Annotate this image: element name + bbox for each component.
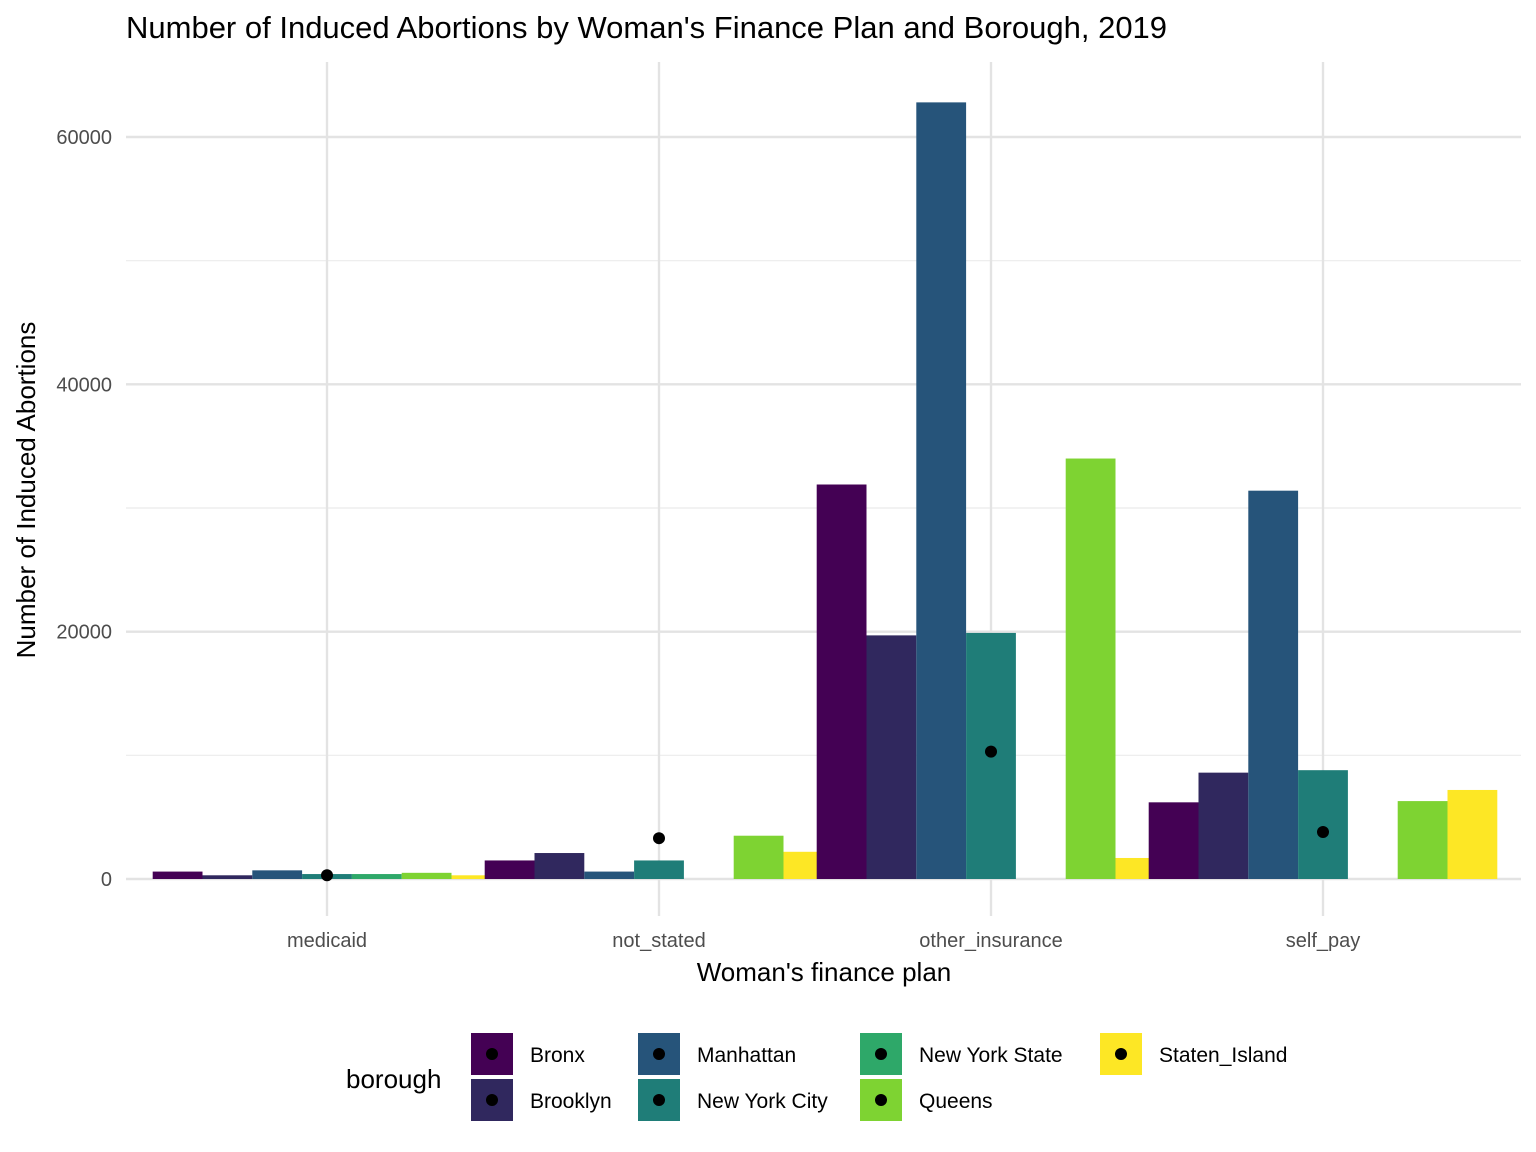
y-tick-label: 0 [101, 869, 112, 891]
bar-other_insurance-queens [1065, 458, 1116, 879]
bar-not_stated-manhattan [584, 871, 635, 879]
legend-point-manhattan [653, 1048, 665, 1060]
legend-point-bronx [486, 1048, 498, 1060]
y-axis-title: Number of Induced Abortions [11, 322, 41, 659]
bar-self_pay-staten-island [1447, 789, 1498, 879]
legend-label-manhattan: Manhattan [697, 1044, 796, 1067]
bar-not_stated-new-york-city [634, 860, 684, 879]
chart-title: Number of Induced Abortions by Woman's F… [126, 10, 1168, 45]
y-tick-label: 60000 [56, 127, 112, 149]
bars [152, 102, 1498, 879]
y-tick-label: 40000 [56, 374, 112, 396]
point-medicaid [321, 869, 333, 882]
bar-medicaid-staten-island [451, 875, 502, 879]
legend-label-brooklyn: Brooklyn [530, 1090, 612, 1113]
legend-label-new-york-state: New York State [919, 1044, 1063, 1067]
bar-other_insurance-bronx [816, 484, 867, 879]
x-axis-title: Woman's finance plan [697, 957, 952, 987]
bar-not_stated-queens [733, 835, 784, 879]
bar-self_pay-brooklyn [1198, 772, 1249, 879]
legend-title: borough [346, 1064, 441, 1094]
bar-not_stated-bronx [484, 860, 535, 879]
x-tick-label: medicaid [287, 930, 367, 952]
legend-point-new-york-city [653, 1094, 665, 1106]
legend-point-queens [875, 1094, 887, 1106]
x-tick-label: self_pay [1286, 930, 1361, 952]
legend-point-brooklyn [486, 1094, 498, 1106]
x-tick-label: not_stated [612, 930, 705, 952]
bar-self_pay-bronx [1148, 802, 1199, 879]
bar-medicaid-new-york-state [351, 874, 402, 879]
bar-medicaid-brooklyn [202, 875, 253, 879]
bar-medicaid-manhattan [252, 870, 303, 879]
legend-label-new-york-city: New York City [697, 1090, 828, 1113]
point-self_pay [1317, 826, 1329, 839]
legend-point-staten-island [1115, 1048, 1127, 1060]
legend-point-new-york-state [875, 1048, 887, 1060]
bar-medicaid-queens [401, 872, 452, 879]
legend-label-bronx: Bronx [530, 1044, 585, 1067]
y-tick-label: 20000 [56, 622, 112, 644]
point-not_stated [653, 832, 665, 845]
legend: borough Bronx Brooklyn Manhattan New York C… [346, 1033, 1287, 1121]
points [321, 745, 1329, 882]
x-tick-label: other_insurance [919, 930, 1062, 952]
legend-label-staten-island: Staten_Island [1159, 1044, 1287, 1067]
bar-other_insurance-manhattan [916, 102, 967, 879]
point-other_insurance [985, 745, 997, 758]
bar-self_pay-manhattan [1248, 490, 1299, 879]
bar-self_pay-queens [1397, 801, 1448, 879]
bar-self_pay-new-york-city [1298, 770, 1348, 879]
bar-medicaid-bronx [152, 871, 203, 879]
bar-other_insurance-brooklyn [866, 635, 917, 879]
legend-label-queens: Queens [919, 1090, 993, 1113]
x-axis-ticks: medicaid not_stated other_insurance self_pa… [287, 930, 1360, 952]
y-axis-ticks: 0 20000 40000 60000 [56, 127, 112, 891]
legend-items: Bronx Brooklyn Manhattan New York City New Y… [471, 1033, 1287, 1121]
bar-not_stated-brooklyn [534, 853, 585, 879]
